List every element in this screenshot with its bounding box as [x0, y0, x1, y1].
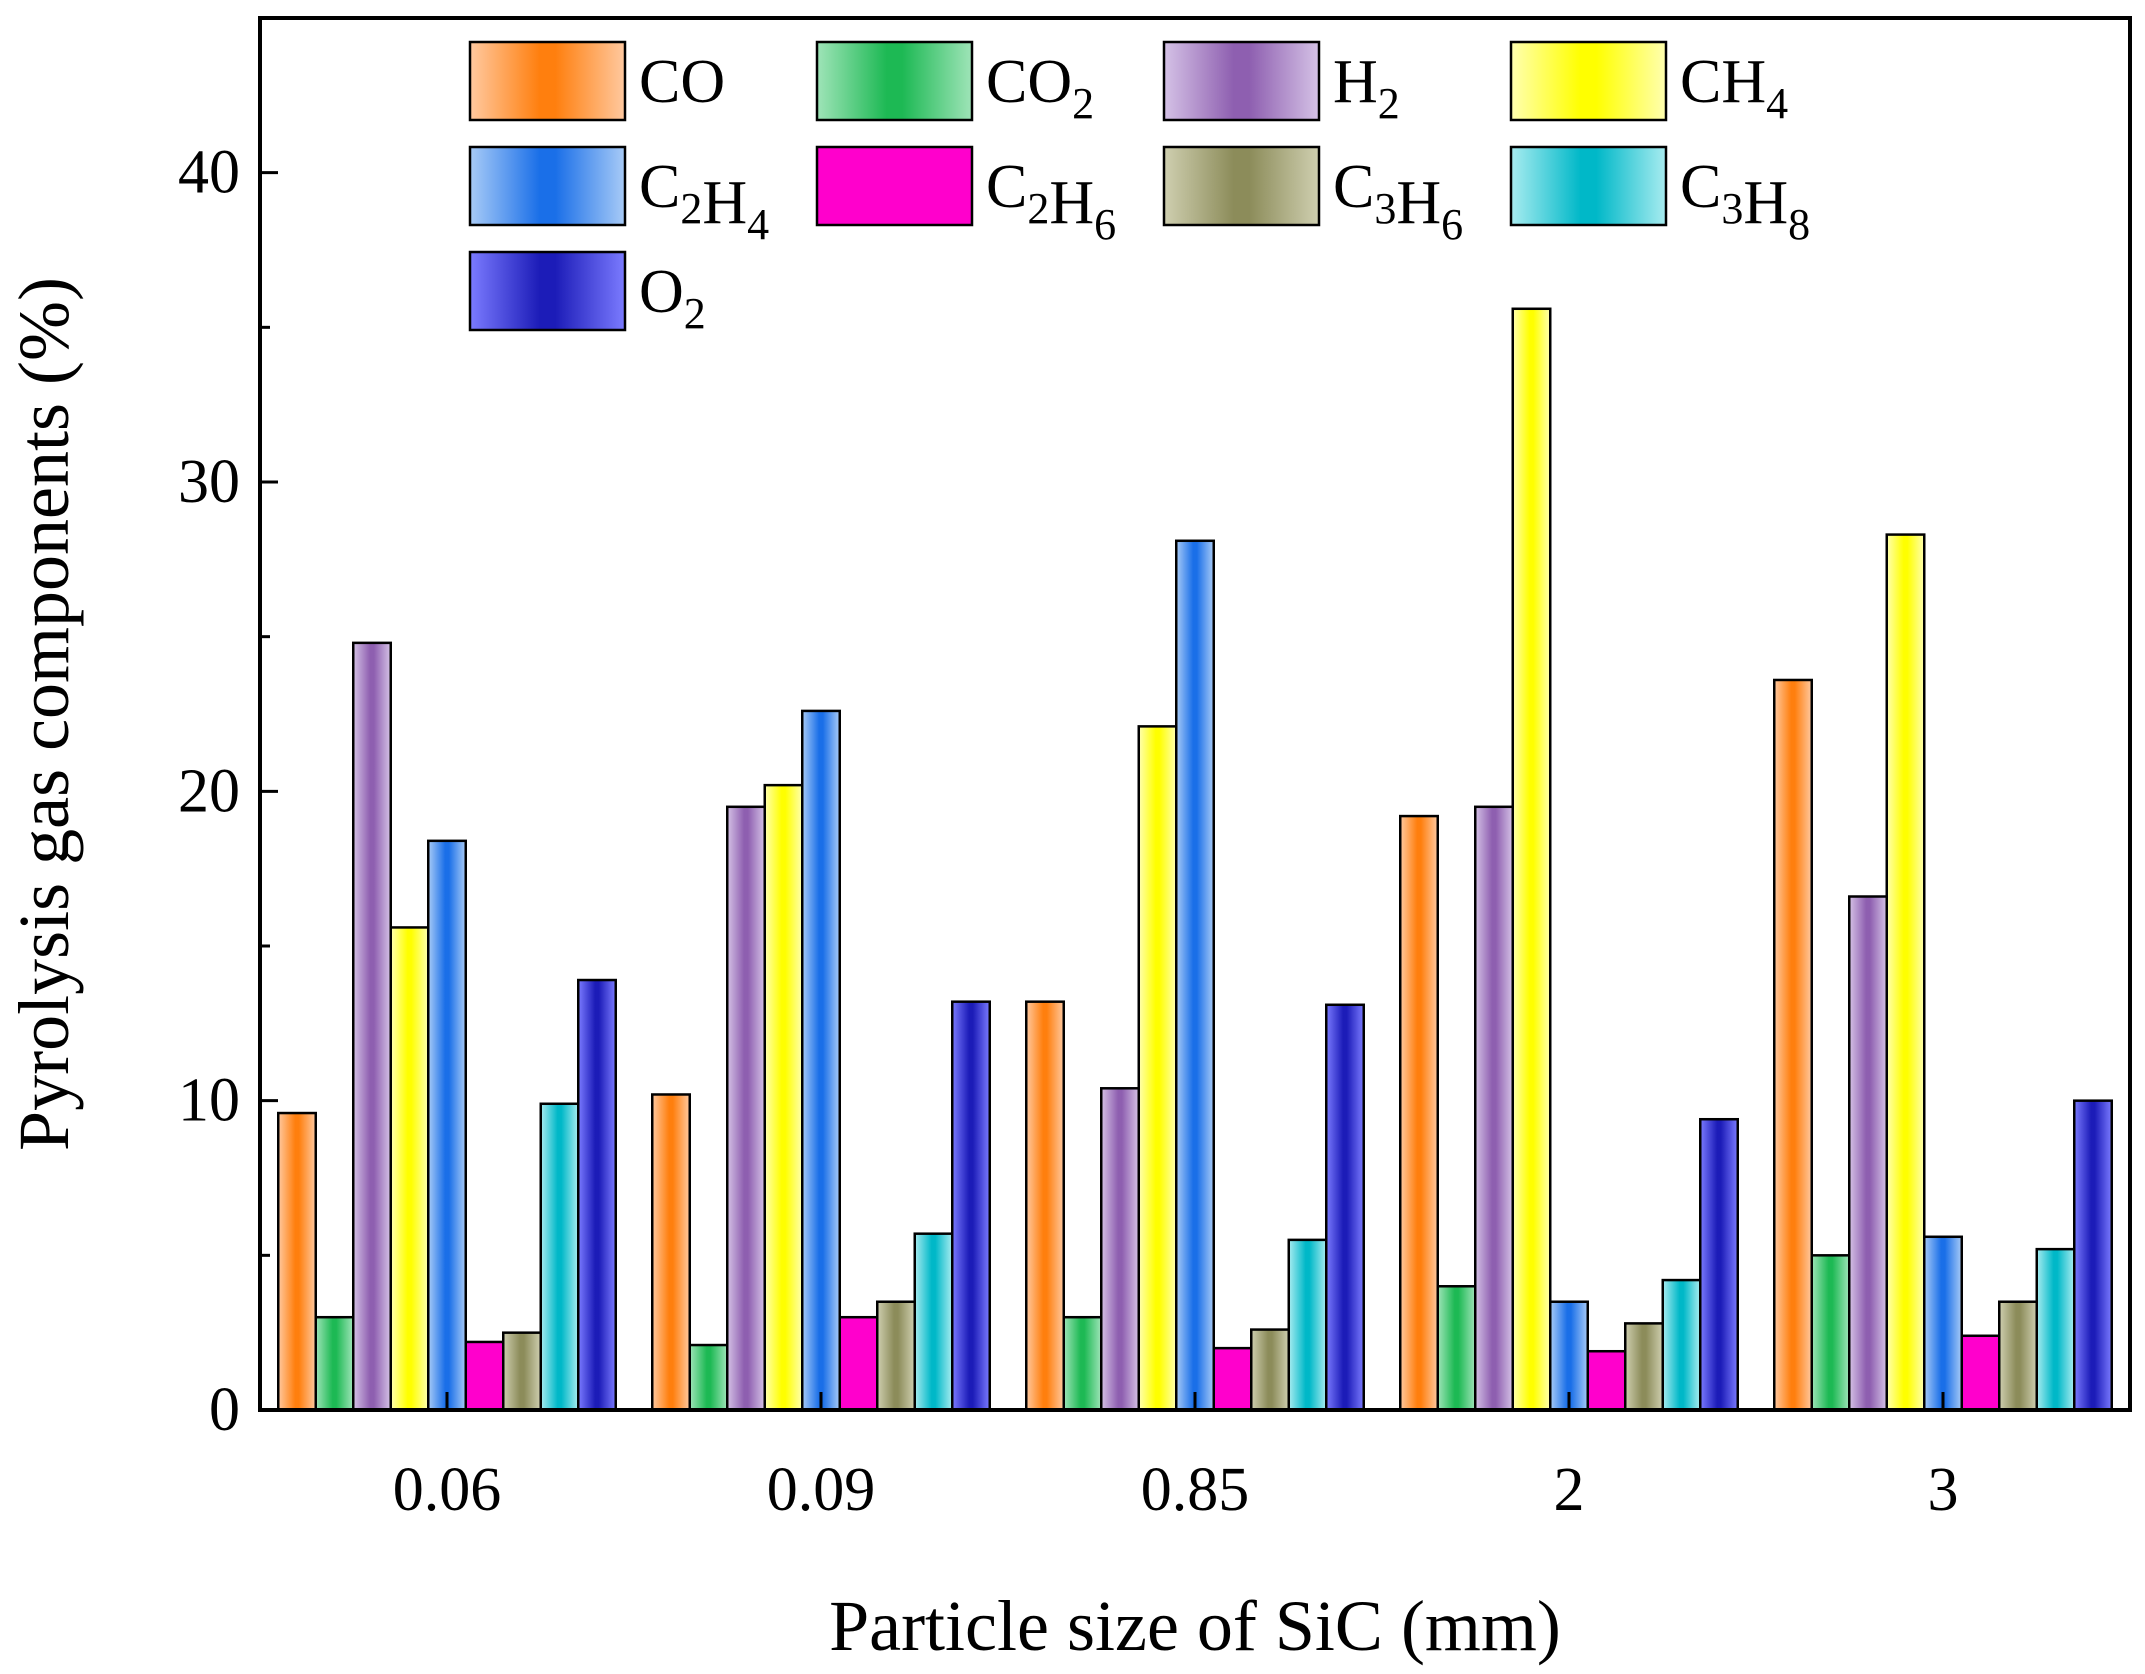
bar-C2H4-0.85	[1175, 539, 1215, 1412]
bar-C3H8-0.06	[539, 1102, 580, 1412]
legend-swatch	[468, 40, 627, 122]
bar-CO2-0.85	[1062, 1315, 1103, 1412]
legend-label: CO	[639, 48, 725, 116]
bar-C2H6-3	[1960, 1334, 2001, 1412]
legend-item-C3H6: C3H6	[1162, 145, 1463, 249]
legend-swatch	[815, 40, 974, 122]
bar-H2-0.85	[1100, 1087, 1140, 1412]
legend-item-CO: CO	[468, 40, 725, 122]
bar-CO-0.85	[1025, 1000, 1065, 1412]
legend-swatch	[1509, 145, 1668, 227]
bar-C2H4-3	[1923, 1235, 1963, 1412]
bar-CH4-0.09	[763, 783, 804, 1412]
legend-label: O2	[639, 258, 706, 338]
bar-H2-0.09	[726, 805, 766, 1412]
legend-swatch	[1509, 40, 1668, 122]
bar-CO-0.09	[651, 1093, 691, 1412]
legend-swatch	[815, 145, 974, 227]
bar-CO2-2	[1436, 1285, 1477, 1412]
y-axis: 0 10 20 30 40	[178, 16, 278, 1444]
bar-C3H8-3	[2035, 1247, 2076, 1412]
bar-CO2-3	[1810, 1254, 1851, 1412]
bar-C3H8-2	[1661, 1278, 1702, 1412]
bar-CO-3	[1773, 678, 1813, 1412]
bar-H2-0.06	[352, 641, 392, 1412]
legend-label: C3H6	[1333, 153, 1463, 249]
y-tick-label: 20	[178, 757, 240, 825]
x-tick-label: 3	[1928, 1456, 1959, 1524]
bar-O2-0.09	[951, 1000, 991, 1412]
legend-item-CH4: CH4	[1509, 40, 1788, 128]
bars-layer	[277, 307, 2113, 1412]
bar-CH4-2	[1511, 307, 1552, 1412]
bar-H2-3	[1848, 895, 1888, 1412]
bar-CO2-0.09	[688, 1343, 729, 1412]
bar-O2-0.06	[577, 978, 617, 1412]
bar-C3H6-0.85	[1250, 1328, 1290, 1412]
legend-item-C2H6: C2H6	[815, 145, 1116, 249]
legend-swatch	[1162, 145, 1321, 227]
legend-label: H2	[1333, 48, 1400, 128]
legend-item-H2: H2	[1162, 40, 1400, 128]
legend-label: CH4	[1680, 48, 1788, 128]
legend-label: C2H4	[639, 153, 769, 249]
y-tick-label: 10	[178, 1067, 240, 1135]
legend: CO CO2 H2 CH4 C2H4 C2H6 C3H6 C3H8 O2	[468, 40, 1810, 338]
x-tick-label: 0.85	[1141, 1456, 1250, 1524]
bar-O2-0.85	[1325, 1003, 1365, 1412]
y-tick-label: 40	[178, 139, 240, 207]
legend-swatch	[468, 250, 627, 332]
bar-C3H6-3	[1998, 1300, 2038, 1412]
y-tick-label: 30	[178, 448, 240, 516]
bar-H2-2	[1474, 805, 1514, 1412]
bar-CH4-0.06	[389, 926, 430, 1412]
legend-swatch	[1162, 40, 1321, 122]
bar-C2H4-0.09	[801, 709, 841, 1412]
legend-item-O2: O2	[468, 250, 706, 338]
x-axis: 0.06 0.09 0.85 2 3	[393, 1392, 1959, 1524]
bar-O2-2	[1699, 1117, 1739, 1412]
bar-C2H6-0.09	[838, 1315, 879, 1412]
legend-item-CO2: CO2	[815, 40, 1094, 128]
y-tick-label: 0	[209, 1376, 240, 1444]
legend-item-C3H8: C3H8	[1509, 145, 1810, 249]
bar-C2H6-0.85	[1212, 1346, 1253, 1412]
bar-C3H8-0.85	[1287, 1238, 1328, 1412]
bar-C3H6-0.09	[876, 1300, 916, 1412]
bar-C2H4-0.06	[427, 839, 467, 1412]
y-axis-title: Pyrolysis gas components (%)	[4, 277, 84, 1151]
bar-CO-2	[1399, 814, 1439, 1412]
legend-label: C2H6	[986, 153, 1116, 249]
bar-O2-3	[2073, 1099, 2113, 1412]
bar-C2H6-2	[1586, 1349, 1627, 1412]
bar-C2H6-0.06	[464, 1340, 505, 1412]
legend-item-C2H4: C2H4	[468, 145, 769, 249]
bar-CO-0.06	[277, 1111, 317, 1412]
legend-label: CO2	[986, 48, 1094, 128]
bar-C3H6-2	[1624, 1322, 1664, 1412]
x-axis-title: Particle size of SiC (mm)	[829, 1586, 1561, 1666]
legend-label: C3H8	[1680, 153, 1810, 249]
legend-swatch	[468, 145, 627, 227]
bar-C3H8-0.09	[913, 1232, 954, 1412]
bar-C3H6-0.06	[502, 1331, 542, 1412]
bar-CH4-3	[1885, 533, 1926, 1412]
bar-CO2-0.06	[314, 1315, 355, 1412]
x-tick-label: 0.06	[393, 1456, 502, 1524]
bar-CH4-0.85	[1137, 725, 1178, 1412]
x-tick-label: 0.09	[767, 1456, 876, 1524]
x-tick-label: 2	[1554, 1456, 1585, 1524]
